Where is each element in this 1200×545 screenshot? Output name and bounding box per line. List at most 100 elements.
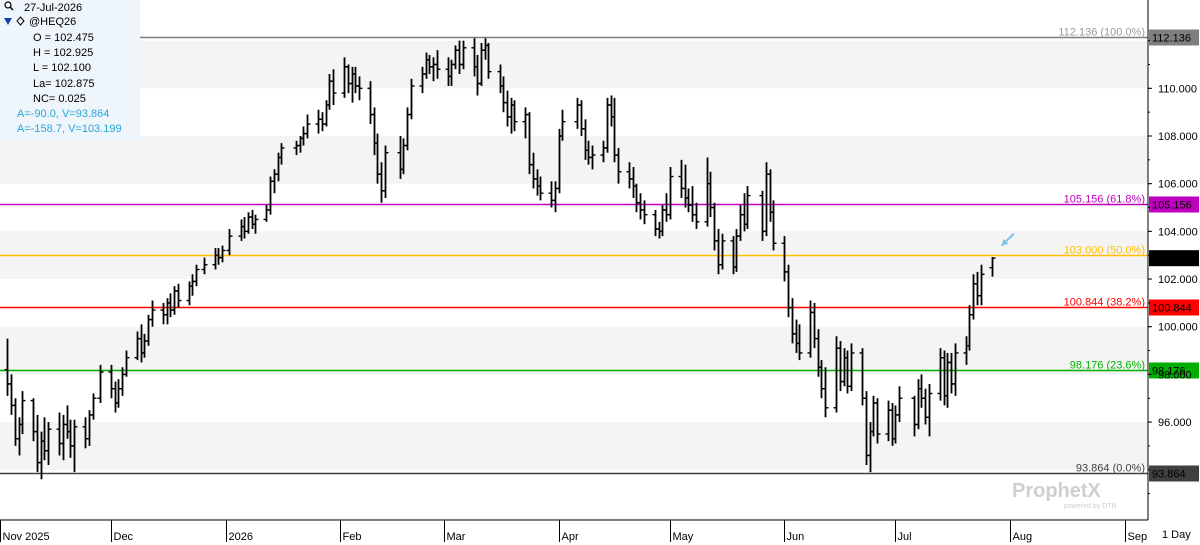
fib-axis-box (1149, 465, 1199, 482)
x-tick-label: May (673, 531, 694, 543)
info-cursor-b: A=-158.7, V=103.199 (17, 123, 122, 135)
y-tick-label: 104.000 (1158, 226, 1198, 238)
ohlc-bar (356, 76, 363, 101)
ohlc-bar (97, 364, 104, 404)
chart-band (0, 326, 1148, 375)
y-tick-label: 98.000 (1158, 369, 1192, 381)
info-high: H = 102.925 (33, 47, 94, 59)
fib-axis-label: 100.844 (1152, 303, 1192, 315)
fib-label: 98.176 (23.6%) (1070, 360, 1145, 372)
quote-info-panel: 27-Jul-2026 @HEQ26 O = 102.475 H = 102.9… (0, 0, 140, 140)
ohlc-bar (719, 233, 726, 270)
ohlc-bar (615, 147, 622, 184)
annotation-arrow (1000, 233, 1015, 247)
fib-label: 103.000 (50.0%) (1064, 245, 1145, 257)
fib-axis-box (1149, 299, 1199, 316)
arrow-head-icon (1001, 238, 1009, 246)
x-tick-label: Apr (562, 531, 579, 543)
fib-axis-box (1149, 196, 1199, 213)
watermark-subtitle: powered by DTN (1064, 503, 1117, 510)
fib-label: 112.136 (100.0%) (1058, 27, 1145, 39)
x-tick-label: Jun (787, 531, 805, 543)
x-tick-label: Sep (1128, 531, 1148, 543)
ohlc-bar (382, 145, 389, 198)
ohlc-bar (485, 43, 492, 79)
chart-band (0, 135, 1148, 184)
ohlc-bar (796, 324, 803, 361)
x-axis[interactable]: Nov 2025 Dec 2026 Feb Mar Apr May Jun Jul Aug Sep (0, 520, 1148, 543)
y-tick-label: 102.000 (1158, 274, 1198, 286)
ohlc-bar (278, 143, 285, 165)
fibonacci-levels: 112.136 (100.0%) 112.136 105.156 (61.8%) 10… (0, 27, 1199, 482)
ohlc-bar (511, 100, 518, 132)
ohlc-bar (330, 69, 337, 106)
fib-label: 105.156 (61.8%) (1064, 194, 1145, 206)
ohlc-bar (252, 214, 259, 234)
fib-axis-label: 105.156 (1152, 200, 1192, 212)
ohlc-bar (641, 200, 648, 225)
info-cursor-a: A=-90.0, V=93.864 (17, 108, 110, 120)
ohlc-bar (460, 40, 467, 70)
x-tick-label: Dec (114, 531, 134, 543)
diamond-icon[interactable] (16, 16, 25, 30)
ohlc-bar (559, 109, 566, 141)
ohlc-bar (989, 256, 996, 277)
fib-label: 93.864 (0.0%) (1076, 463, 1145, 475)
chart-band (0, 40, 1148, 89)
last-price-box (1149, 250, 1199, 267)
ohlc-bars (4, 38, 996, 480)
ohlc-bar (693, 202, 700, 229)
prophetx-watermark: ProphetX powered by DTN (1012, 480, 1117, 510)
ohlc-bar (770, 200, 777, 251)
triangle-down-icon[interactable] (4, 16, 13, 30)
ohlc-bar (926, 383, 933, 437)
ohlc-bar (304, 114, 311, 139)
fib-axis-box (1149, 362, 1199, 379)
info-open: O = 102.475 (33, 32, 94, 44)
fib-axis-box (1149, 29, 1199, 46)
alternating-bands (0, 40, 1148, 520)
x-tick-label: Feb (343, 531, 362, 543)
ohlc-bar (123, 350, 130, 377)
ohlc-bar (537, 176, 544, 201)
y-tick-label: 96.000 (1158, 417, 1192, 429)
ohlc-bar (226, 228, 233, 256)
y-tick-label: 100.000 (1158, 322, 1198, 334)
last-price-label: 102.875 (1152, 253, 1192, 265)
ohlc-bar (434, 50, 441, 79)
y-axis[interactable]: 96.000 98.000 100.000 102.000 104.000 106.000… (1148, 40, 1198, 495)
fib-axis-label: 93.864 (1152, 469, 1186, 481)
x-tick-label: Jul (898, 531, 912, 543)
ohlc-bar (219, 245, 226, 263)
y-tick-label: 106.000 (1158, 179, 1198, 191)
x-tick-label: Mar (447, 531, 466, 543)
ohlc-bar (408, 78, 415, 120)
ohlc-bar (589, 145, 596, 170)
ohlc-bar (744, 186, 751, 229)
ohlc-bar (667, 166, 674, 220)
ohlc-bar (71, 419, 78, 473)
info-low: L = 102.100 (33, 62, 92, 74)
ohlc-bar (822, 367, 829, 418)
chart-band (0, 517, 1148, 520)
ohlc-bar (848, 343, 855, 392)
fib-axis-label: 98.176 (1152, 366, 1186, 378)
ohlc-bar (175, 283, 182, 308)
info-net-change: NC= 0.025 (33, 93, 86, 105)
magnifier-icon[interactable] (4, 1, 14, 15)
period-label[interactable]: 1 Day (1162, 529, 1191, 541)
ohlc-bar (874, 398, 881, 444)
info-date: 27-Jul-2026 (24, 2, 83, 14)
y-tick-label: 110.000 (1158, 83, 1197, 95)
ohlc-bar (19, 391, 26, 434)
ohlc-bar (952, 343, 959, 396)
y-tick-label: 108.000 (1158, 131, 1198, 143)
ohlc-bar (193, 264, 200, 287)
fib-label: 100.844 (38.2%) (1064, 297, 1145, 309)
ohlc-bar (201, 257, 208, 275)
info-symbol: @HEQ26 (29, 16, 77, 28)
ohlc-bar (896, 386, 903, 423)
watermark-brand: ProphetX (1012, 480, 1102, 502)
